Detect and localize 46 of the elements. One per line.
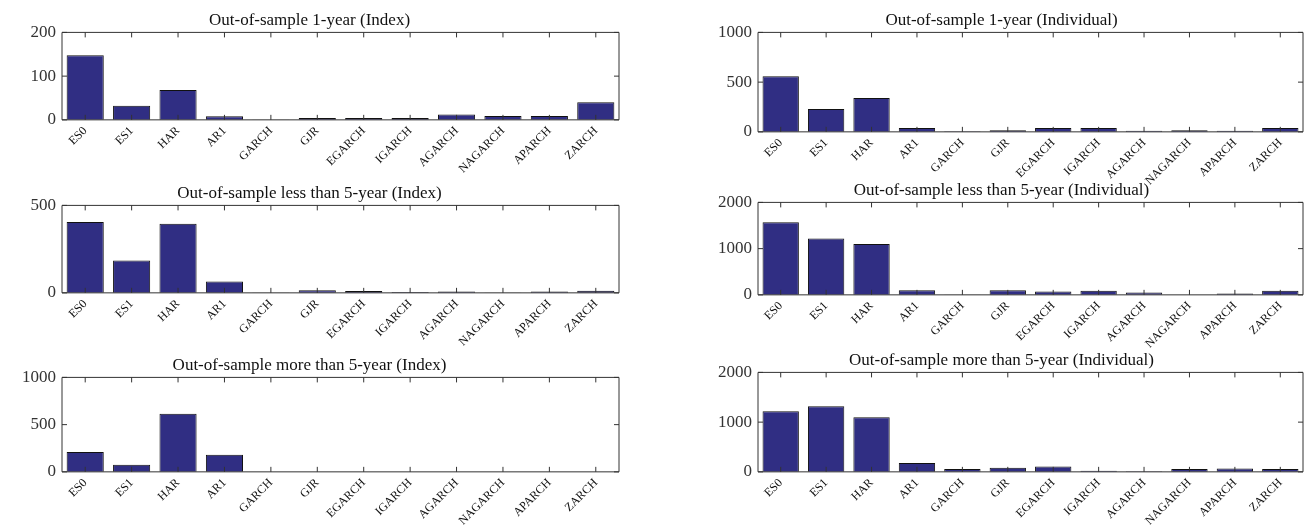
x-tick-label: AR1 (895, 298, 922, 325)
x-tick-label: ES0 (761, 298, 786, 323)
x-tick-label: ES1 (806, 298, 831, 323)
x-tick-label: ES1 (806, 475, 831, 500)
x-tick-label: ES0 (65, 123, 90, 148)
x-tick-label: ES0 (761, 475, 786, 500)
x-tick-label: AR1 (202, 123, 229, 150)
x-tick-label: AR1 (895, 475, 922, 502)
y-tick-label: 0 (47, 461, 56, 481)
chart-title: Out-of-sample 1-year (Index) (208, 9, 411, 29)
y-tick-label: 100 (30, 65, 56, 85)
chart-title: Out-of-sample more than 5-year (Index) (172, 354, 447, 374)
x-tick-label: GJR (987, 135, 1013, 161)
x-tick-label: GJR (987, 475, 1013, 501)
x-tick-label: AR1 (895, 135, 922, 162)
x-tick-label: GJR (296, 475, 322, 501)
x-tick-label: ES1 (806, 135, 831, 160)
x-tick-label: ES1 (111, 475, 136, 500)
y-tick-label: 200 (30, 21, 56, 41)
y-tick-label: 1000 (718, 21, 752, 41)
x-tick-label: ES0 (761, 135, 786, 160)
y-tick-label: 0 (47, 109, 56, 129)
x-tick-label: ES0 (65, 475, 90, 500)
chart-title: Out-of-sample more than 5-year (Individual) (849, 349, 1154, 369)
x-tick-label: AR1 (202, 475, 229, 502)
x-tick-label: AR1 (202, 296, 229, 323)
chart-title: Out-of-sample 1-year (Individual) (885, 9, 1118, 29)
y-tick-label: 1000 (22, 366, 56, 386)
y-tick-label: 0 (743, 121, 752, 141)
x-tick-label: GJR (987, 298, 1013, 324)
x-tick-label: ES1 (111, 296, 136, 321)
y-tick-label: 500 (726, 71, 752, 91)
y-tick-label: 0 (743, 461, 752, 481)
x-tick-label: ES0 (65, 296, 90, 321)
y-tick-label: 500 (30, 414, 56, 434)
y-tick-label: 500 (30, 194, 56, 214)
y-tick-label: 0 (47, 282, 56, 302)
y-tick-label: 0 (743, 284, 752, 304)
y-tick-label: 2000 (718, 361, 752, 381)
x-tick-label: GJR (296, 123, 322, 149)
chart-title: Out-of-sample less than 5-year (Index) (177, 182, 442, 202)
y-tick-label: 1000 (718, 238, 752, 258)
y-tick-label: 2000 (718, 191, 752, 211)
y-tick-label: 1000 (718, 411, 752, 431)
x-tick-label: ES1 (111, 123, 136, 148)
x-tick-label: GJR (296, 296, 322, 322)
